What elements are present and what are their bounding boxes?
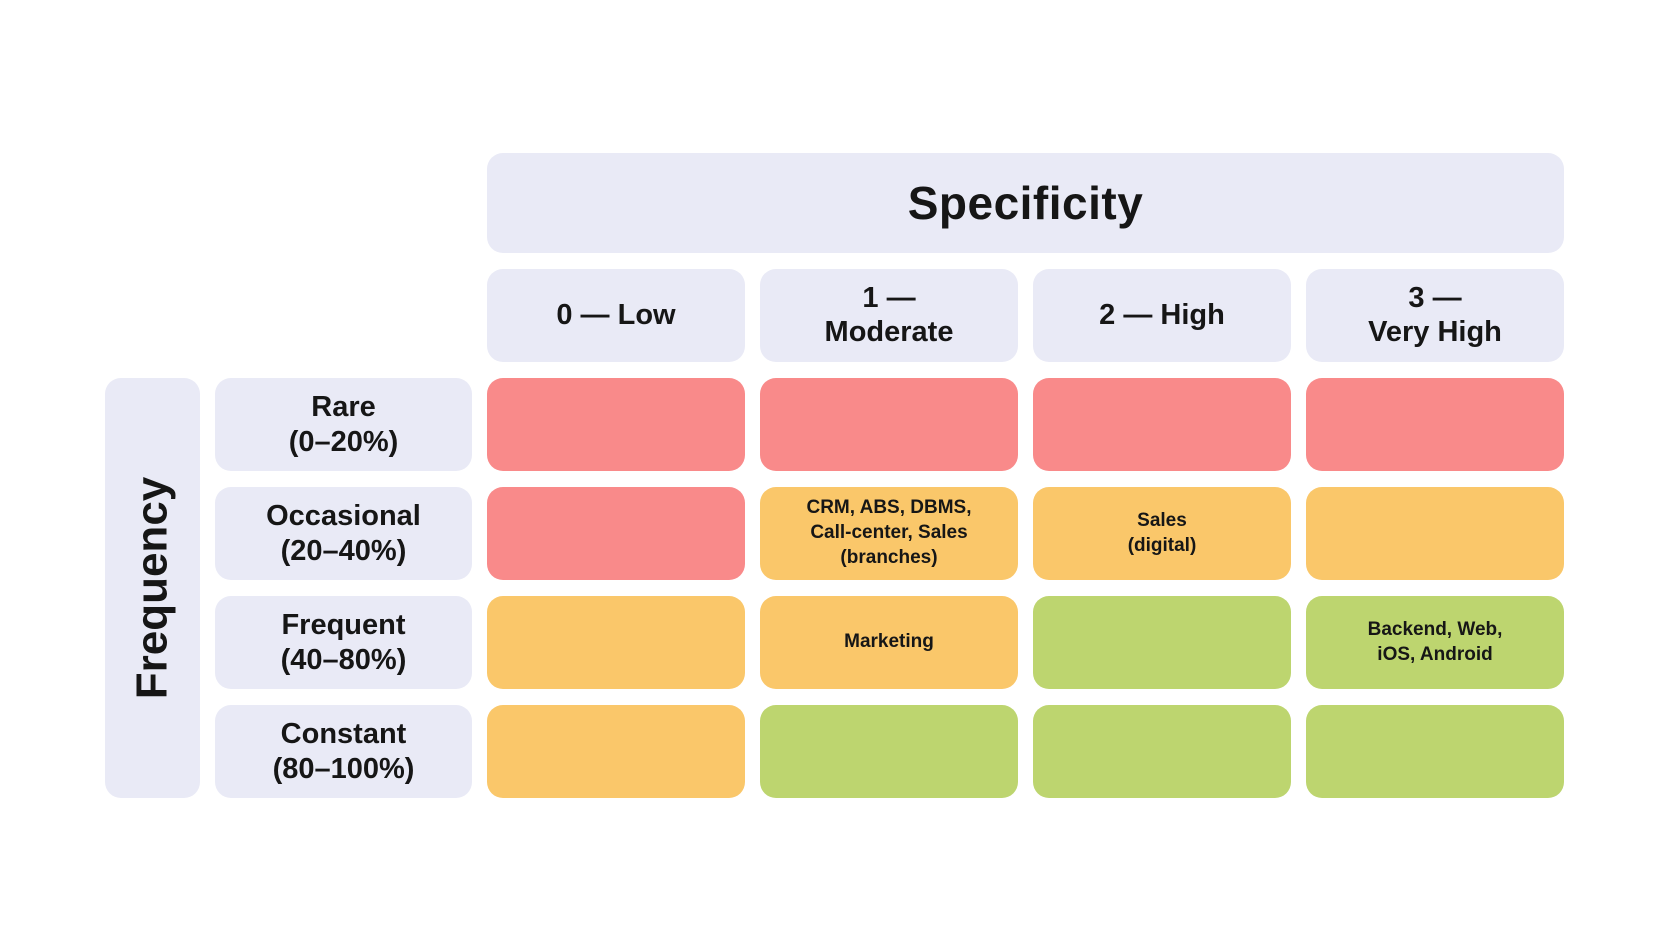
matrix-cell	[487, 378, 745, 471]
column-axis-title: Specificity	[487, 153, 1564, 253]
matrix-cell	[1033, 596, 1291, 689]
column-header-2-high: 2 — High	[1033, 269, 1291, 362]
risk-matrix-grid: Specificity 0 — Low 1 — Moderate 2 — Hig…	[105, 153, 1564, 798]
column-axis-title-label: Specificity	[907, 177, 1144, 229]
row-label-frequent: Frequent (40–80%)	[215, 596, 472, 689]
matrix-cell	[487, 487, 745, 580]
matrix-cell: CRM, ABS, DBMS, Call-center, Sales (bran…	[760, 487, 1018, 580]
matrix-cell	[487, 705, 745, 798]
row-label-rare: Rare (0–20%)	[215, 378, 472, 471]
matrix-cell	[1306, 487, 1564, 580]
matrix-cell: Marketing	[760, 596, 1018, 689]
column-header-3-very-high: 3 — Very High	[1306, 269, 1564, 362]
matrix-cell	[760, 378, 1018, 471]
matrix-cell	[1033, 378, 1291, 471]
matrix-cell	[487, 596, 745, 689]
column-header-1-moderate: 1 — Moderate	[760, 269, 1018, 362]
matrix-cell: Sales (digital)	[1033, 487, 1291, 580]
column-header-0-low: 0 — Low	[487, 269, 745, 362]
row-axis-title-label: Frequency	[127, 476, 177, 700]
matrix-cell: Backend, Web, iOS, Android	[1306, 596, 1564, 689]
matrix-cell	[1306, 378, 1564, 471]
matrix-cell	[760, 705, 1018, 798]
row-label-occasional: Occasional (20–40%)	[215, 487, 472, 580]
row-label-constant: Constant (80–100%)	[215, 705, 472, 798]
matrix-cell	[1033, 705, 1291, 798]
row-axis-title: Frequency	[105, 378, 200, 798]
matrix-cell	[1306, 705, 1564, 798]
